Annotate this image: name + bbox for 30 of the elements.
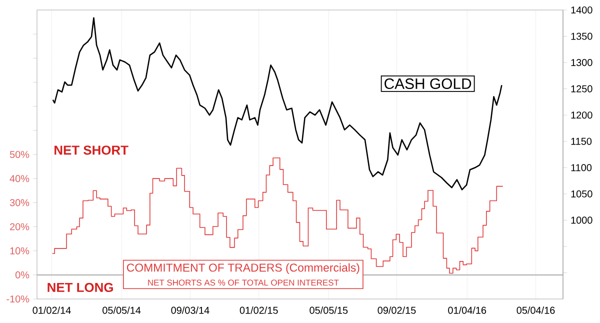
y2-tick-label: 1150	[571, 138, 592, 145]
y2-tick-label: 1100	[571, 164, 592, 172]
y-tick-label: 10%	[10, 247, 30, 254]
y2-tick-label: 1200	[571, 112, 592, 119]
y-tick-label: -10%	[6, 295, 30, 303]
annotation: NET SHORTS AS % OF TOTAL OPEN INTEREST	[148, 280, 339, 286]
x-tick-label: 01/04/16	[448, 306, 486, 314]
y2-tick-label: 1000	[571, 216, 592, 224]
x-tick-label: 05/04/16	[516, 306, 555, 314]
series-label: CASH GOLD	[384, 78, 472, 89]
x-tick-label: 05/05/15	[310, 306, 348, 314]
series-label: COMMITMENT OF TRADERS (Commercials)	[126, 263, 360, 274]
y-tick-label: 30%	[10, 199, 30, 206]
y-tick-label: 40%	[10, 175, 30, 182]
x-tick-label: 01/02/14	[32, 306, 71, 314]
y-tick-label: 20%	[10, 223, 30, 230]
y2-tick-label: 1050	[571, 190, 592, 198]
annotation: NET SHORT	[54, 146, 128, 155]
x-tick-label: 05/05/14	[102, 306, 141, 314]
y2-tick-label: 1250	[571, 85, 592, 92]
x-tick-label: 01/02/15	[240, 306, 278, 314]
y2-tick-label: 1400	[571, 6, 592, 14]
y-tick-label: 50%	[10, 150, 30, 158]
x-tick-label: 09/02/15	[378, 306, 416, 314]
y2-tick-label: 1300	[571, 59, 592, 66]
x-tick-label: 09/03/14	[171, 306, 210, 314]
annotation: NET LONG	[48, 282, 113, 292]
line-series	[52, 17, 502, 190]
y-tick-label: 0%	[15, 271, 30, 278]
y2-tick-label: 1350	[571, 32, 592, 40]
